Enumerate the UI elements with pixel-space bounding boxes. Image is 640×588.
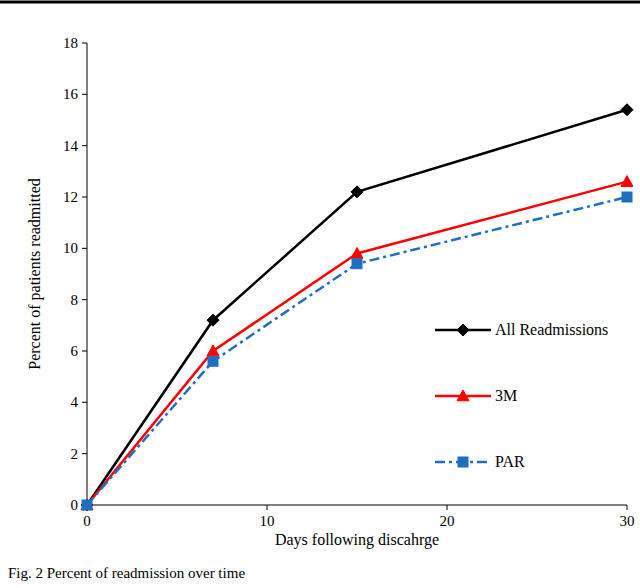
x-tick (627, 505, 628, 510)
y-tick-label: 16 (63, 86, 79, 102)
y-tick-label: 12 (63, 189, 78, 205)
point (208, 356, 218, 366)
point (82, 500, 92, 510)
legend-label: PAR (495, 453, 525, 470)
y-tick-label: 4 (71, 394, 79, 410)
x-tick (267, 505, 268, 510)
x-tick-label: 10 (260, 513, 275, 529)
y-tick (82, 453, 87, 454)
point (622, 192, 632, 202)
legend-label: All Readmissions (495, 321, 608, 338)
y-tick-label: 10 (63, 240, 78, 256)
y-tick (82, 248, 87, 249)
legend-label: 3M (495, 387, 517, 404)
y-axis (87, 43, 88, 505)
x-axis-label: Days following discahrge (275, 531, 439, 549)
point (621, 176, 633, 187)
plot-area (81, 104, 633, 511)
y-tick (82, 43, 87, 44)
series-line (87, 182, 627, 505)
point (351, 247, 363, 258)
caption: Fig. 2 Percent of readmission over time (8, 565, 245, 581)
y-tick (82, 402, 87, 403)
y-tick-label: 8 (71, 292, 79, 308)
point (81, 499, 93, 510)
point (351, 186, 363, 198)
y-tick-label: 0 (71, 497, 79, 513)
top-rule (0, 1, 640, 4)
point (352, 259, 362, 269)
chart: 0 2 4 6 8 10 12 14 16 18 0 10 20 30 Days following dis… (0, 0, 640, 588)
legend-marker (457, 324, 469, 336)
series-line (87, 110, 627, 505)
y-tick-label: 2 (71, 446, 79, 462)
point (207, 345, 219, 356)
y-tick (82, 351, 87, 352)
legend-marker (458, 457, 468, 467)
y-axis-label: Percent of patients readmitted (26, 178, 44, 369)
legend-marker (457, 390, 469, 401)
y-tick (82, 299, 87, 300)
x-tick (447, 505, 448, 510)
y-tick-label: 18 (63, 35, 78, 51)
point (81, 499, 93, 511)
series-line (87, 197, 627, 505)
x-tick-label: 0 (83, 513, 91, 529)
y-tick (82, 197, 87, 198)
point (621, 104, 633, 116)
y-tick-label: 14 (63, 138, 79, 154)
y-tick (82, 94, 87, 95)
x-tick-label: 30 (620, 513, 635, 529)
x-tick-label: 20 (440, 513, 455, 529)
legend: All Readmissions 3M PAR (435, 321, 608, 470)
y-tick (82, 145, 87, 146)
y-tick-label: 6 (71, 343, 79, 359)
x-axis (87, 505, 627, 506)
point (207, 314, 219, 326)
